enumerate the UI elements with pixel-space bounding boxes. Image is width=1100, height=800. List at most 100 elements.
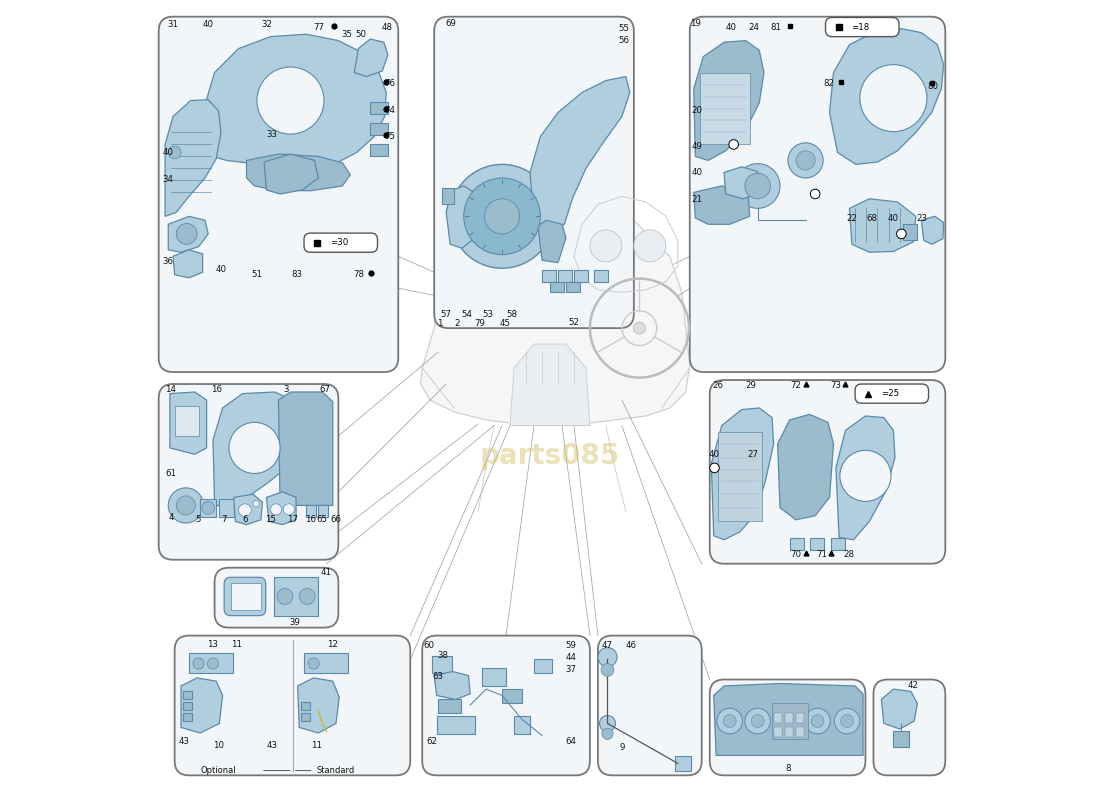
Text: 47: 47 — [602, 641, 613, 650]
Circle shape — [271, 504, 282, 515]
Bar — [175, 406, 199, 436]
Text: 26: 26 — [712, 381, 723, 390]
Polygon shape — [264, 154, 318, 194]
Text: 40: 40 — [163, 148, 174, 157]
Bar — [790, 538, 804, 550]
Polygon shape — [778, 414, 834, 520]
Text: 28: 28 — [844, 550, 855, 559]
Polygon shape — [538, 220, 566, 262]
Text: 4: 4 — [168, 513, 174, 522]
Text: 57: 57 — [441, 310, 452, 319]
Text: 43: 43 — [178, 738, 189, 746]
Text: 46: 46 — [625, 641, 636, 650]
FancyBboxPatch shape — [224, 578, 266, 616]
Circle shape — [239, 504, 251, 517]
Text: 79: 79 — [474, 319, 485, 328]
Circle shape — [284, 504, 295, 515]
Circle shape — [735, 164, 780, 208]
Circle shape — [896, 229, 906, 238]
Text: 11: 11 — [231, 640, 242, 649]
Text: 37: 37 — [565, 666, 576, 674]
Polygon shape — [420, 176, 690, 426]
Polygon shape — [434, 671, 470, 699]
Text: 44: 44 — [565, 653, 576, 662]
Text: 11: 11 — [311, 741, 322, 750]
Text: 6: 6 — [242, 515, 248, 524]
Bar — [784, 727, 793, 737]
Text: 40: 40 — [216, 265, 227, 274]
Bar — [307, 506, 316, 517]
Text: 27: 27 — [747, 450, 758, 459]
Text: 68: 68 — [867, 214, 878, 223]
Bar — [514, 716, 530, 734]
Bar — [773, 727, 782, 737]
Bar — [502, 689, 522, 703]
Circle shape — [811, 189, 819, 198]
Polygon shape — [694, 186, 750, 224]
Bar — [318, 506, 328, 517]
Polygon shape — [169, 392, 207, 454]
Bar — [438, 698, 461, 713]
Text: 23: 23 — [916, 214, 927, 223]
Text: 35: 35 — [342, 30, 353, 38]
Bar — [300, 713, 310, 721]
Bar — [717, 432, 761, 522]
Bar — [231, 583, 261, 610]
Polygon shape — [298, 678, 339, 733]
FancyBboxPatch shape — [214, 568, 339, 628]
Text: 9: 9 — [619, 743, 625, 752]
Bar — [371, 123, 388, 135]
FancyBboxPatch shape — [598, 635, 702, 775]
Bar — [674, 756, 691, 770]
Circle shape — [710, 463, 719, 473]
Circle shape — [601, 663, 614, 676]
Bar — [183, 702, 192, 710]
Bar — [304, 653, 348, 673]
Bar — [275, 578, 318, 616]
Text: 31: 31 — [167, 20, 178, 29]
Text: 67: 67 — [319, 385, 330, 394]
Polygon shape — [849, 198, 916, 252]
Text: 19: 19 — [690, 18, 701, 27]
Bar — [903, 224, 917, 240]
Text: 34: 34 — [163, 175, 174, 184]
Text: 5: 5 — [196, 515, 201, 524]
Text: 24: 24 — [748, 23, 759, 32]
Polygon shape — [168, 216, 208, 252]
Circle shape — [598, 647, 617, 666]
Bar — [574, 270, 589, 282]
Text: 8: 8 — [785, 765, 791, 774]
Text: 16: 16 — [211, 385, 222, 394]
Text: 16: 16 — [305, 515, 316, 524]
Bar — [432, 655, 452, 673]
Bar — [832, 538, 846, 550]
Bar — [183, 713, 192, 721]
Circle shape — [464, 178, 540, 254]
Text: =18: =18 — [851, 22, 869, 31]
Text: 60: 60 — [424, 641, 434, 650]
Circle shape — [840, 714, 854, 727]
Bar — [183, 690, 192, 698]
Text: 64: 64 — [565, 738, 576, 746]
Text: 61: 61 — [165, 469, 176, 478]
Text: 43: 43 — [266, 741, 277, 750]
Bar — [796, 727, 804, 737]
Text: 40: 40 — [710, 450, 720, 459]
Bar — [558, 270, 572, 282]
Polygon shape — [881, 689, 917, 729]
Bar — [810, 538, 824, 550]
Polygon shape — [246, 154, 350, 190]
Polygon shape — [213, 392, 300, 506]
Text: 83: 83 — [292, 270, 302, 279]
Polygon shape — [724, 167, 759, 198]
Text: 76: 76 — [384, 79, 395, 88]
Bar — [534, 658, 551, 673]
Circle shape — [600, 715, 616, 731]
Text: 22: 22 — [846, 214, 857, 223]
Bar — [566, 282, 581, 292]
Text: 40: 40 — [726, 23, 737, 32]
Circle shape — [168, 146, 182, 159]
Polygon shape — [266, 492, 296, 525]
FancyBboxPatch shape — [710, 679, 866, 775]
Circle shape — [192, 658, 205, 669]
